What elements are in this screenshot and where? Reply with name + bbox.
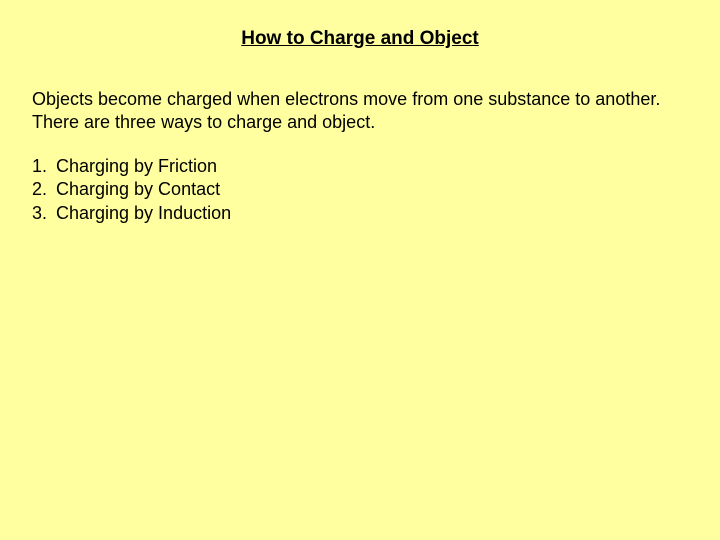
list-item: 1. Charging by Friction <box>32 155 720 178</box>
list-number: 1. <box>32 155 56 178</box>
list-text: Charging by Contact <box>56 178 720 201</box>
page-title: How to Charge and Object <box>0 0 720 88</box>
list-number: 3. <box>32 202 56 225</box>
list-item: 3. Charging by Induction <box>32 202 720 225</box>
charging-methods-list: 1. Charging by Friction 2. Charging by C… <box>0 155 720 225</box>
list-text: Charging by Induction <box>56 202 720 225</box>
intro-paragraph: Objects become charged when electrons mo… <box>0 88 720 155</box>
list-text: Charging by Friction <box>56 155 720 178</box>
list-item: 2. Charging by Contact <box>32 178 720 201</box>
list-number: 2. <box>32 178 56 201</box>
